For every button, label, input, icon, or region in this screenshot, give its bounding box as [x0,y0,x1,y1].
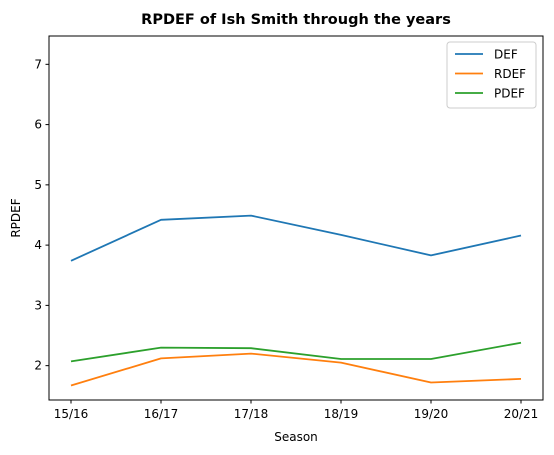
x-tick-label: 16/17 [144,407,179,421]
legend: DEF RDEF PDEF [446,41,537,109]
legend-box [446,41,537,109]
x-tick-label: 20/21 [504,407,539,421]
legend-label-def: DEF [494,48,518,62]
y-tick-label: 6 [34,118,42,132]
y-tick-label: 5 [34,178,42,192]
series-line-rdef [70,352,522,387]
x-tick-label: 15/16 [54,407,89,421]
plot-frame [48,35,544,401]
y-tick-label: 7 [34,57,42,71]
series-line-def [70,214,522,262]
series-line-pdef [70,341,522,363]
legend-label-pdef: PDEF [494,87,525,101]
y-axis-title: RPDEF [9,198,23,237]
y-tick-label: 2 [34,359,42,373]
y-axis: 2 3 4 5 6 7 [34,57,49,373]
y-tick-label: 4 [34,238,42,252]
x-axis: 15/16 16/17 17/18 18/19 19/20 20/21 [54,400,539,421]
chart-title: RPDEF of Ish Smith through the years [141,12,451,28]
x-axis-title: Season [274,430,318,444]
x-tick-label: 18/19 [324,407,359,421]
x-tick-label: 19/20 [414,407,449,421]
series-lines [70,214,522,387]
x-tick-label: 17/18 [234,407,269,421]
legend-label-rdef: RDEF [494,67,526,81]
y-tick-label: 3 [34,298,42,312]
